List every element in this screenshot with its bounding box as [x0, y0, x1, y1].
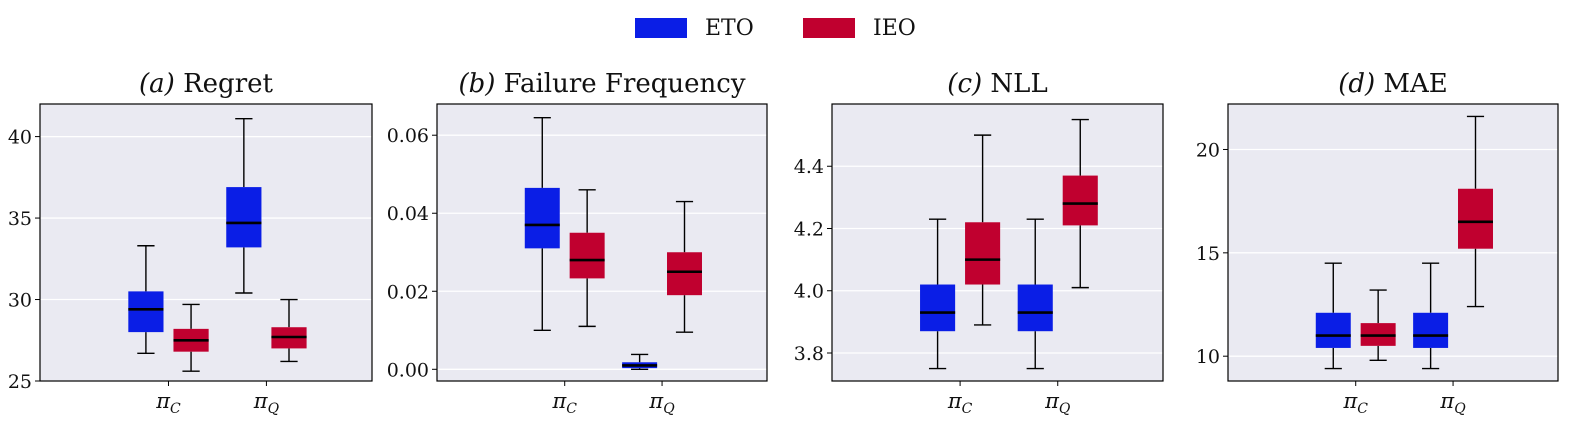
plot-frame: [831, 103, 1164, 382]
x-tick-label: πC: [155, 389, 181, 417]
y-tick-label: 20: [1196, 139, 1220, 161]
box-eto-pi-q: [226, 117, 262, 294]
box-ieo-pi-c: [569, 189, 605, 328]
legend-item-ieo: IEO: [803, 15, 916, 41]
box-body: [965, 222, 1001, 285]
box-body: [1413, 312, 1449, 348]
legend: ETO IEO: [0, 0, 1578, 60]
panel-title: (b) Failure Frequency: [458, 69, 745, 99]
chart-panel-1: 25 30 35 40 πC πQ (a) Regret: [8, 69, 373, 417]
box-eto-pi-q: [1017, 218, 1053, 370]
y-tick-label: 0.02: [387, 281, 429, 303]
chart-panel-4: 10 15 20 πC πQ (d) MAE: [1196, 69, 1559, 417]
plot-frame: [39, 103, 373, 382]
y-tick-label: 40: [8, 127, 32, 149]
legend-swatch-ieo: [803, 18, 855, 38]
x-tick-label: πC: [947, 389, 973, 417]
box-body: [1315, 312, 1351, 348]
legend-label-eto: ETO: [705, 15, 754, 41]
y-tick-label: 4.0: [794, 281, 824, 303]
box-eto-pi-c: [920, 218, 956, 370]
x-tick-label: πC: [1342, 389, 1368, 417]
panel-title: (d) MAE: [1338, 69, 1448, 99]
box-body: [1062, 175, 1098, 226]
box-body: [226, 187, 262, 248]
box-body: [667, 252, 702, 296]
plot-frame: [1227, 103, 1559, 382]
box-ieo-pi-q: [271, 298, 307, 363]
x-tick-label: πQ: [1044, 389, 1071, 417]
box-ieo-pi-c: [173, 303, 209, 372]
box-ieo-pi-q: [1062, 118, 1098, 289]
box-eto-pi-c: [128, 245, 164, 354]
panel-title: (c) NLL: [947, 69, 1047, 99]
y-tick-label: 25: [8, 371, 32, 393]
x-tick-label: πC: [551, 389, 577, 417]
box-body: [524, 187, 560, 249]
box-body: [569, 232, 605, 279]
box-eto-pi-c: [524, 116, 560, 331]
y-tick-label: 30: [8, 290, 32, 312]
chart-panel-3: 3.8 4.0 4.2 4.4 πC πQ (c) NLL: [794, 69, 1164, 417]
box-ieo-pi-q: [667, 200, 702, 333]
box-body: [920, 284, 956, 332]
y-tick-label: 4.4: [794, 156, 824, 178]
plot-frame: [436, 103, 768, 382]
y-tick-label: 35: [8, 208, 32, 230]
y-tick-label: 0.06: [387, 125, 429, 147]
y-tick-label: 15: [1196, 243, 1220, 265]
box-eto-pi-q: [622, 353, 658, 370]
chart-panel-2: 0.00 0.02 0.04 0.06 πC πQ (b) Failure Frequenc…: [387, 69, 768, 417]
box-eto-pi-c: [1315, 262, 1351, 370]
legend-swatch-eto: [635, 18, 687, 38]
box-ieo-pi-c: [1360, 289, 1396, 362]
y-tick-label: 0.00: [387, 359, 429, 381]
legend-item-eto: ETO: [635, 15, 754, 41]
box-ieo-pi-q: [1458, 115, 1493, 308]
box-ieo-pi-c: [965, 134, 1001, 326]
y-tick-label: 10: [1196, 346, 1220, 368]
y-tick-label: 0.04: [387, 203, 429, 225]
box-eto-pi-q: [1413, 262, 1449, 370]
x-tick-label: πQ: [253, 389, 280, 417]
box-body: [128, 291, 164, 333]
legend-label-ieo: IEO: [873, 15, 916, 41]
x-tick-label: πQ: [648, 389, 675, 417]
panel-title: (a) Regret: [139, 69, 273, 99]
box-body: [1017, 284, 1053, 332]
box-body: [1458, 188, 1493, 249]
x-tick-label: πQ: [1439, 389, 1466, 417]
y-tick-label: 4.2: [794, 218, 824, 240]
y-tick-label: 3.8: [794, 343, 824, 365]
